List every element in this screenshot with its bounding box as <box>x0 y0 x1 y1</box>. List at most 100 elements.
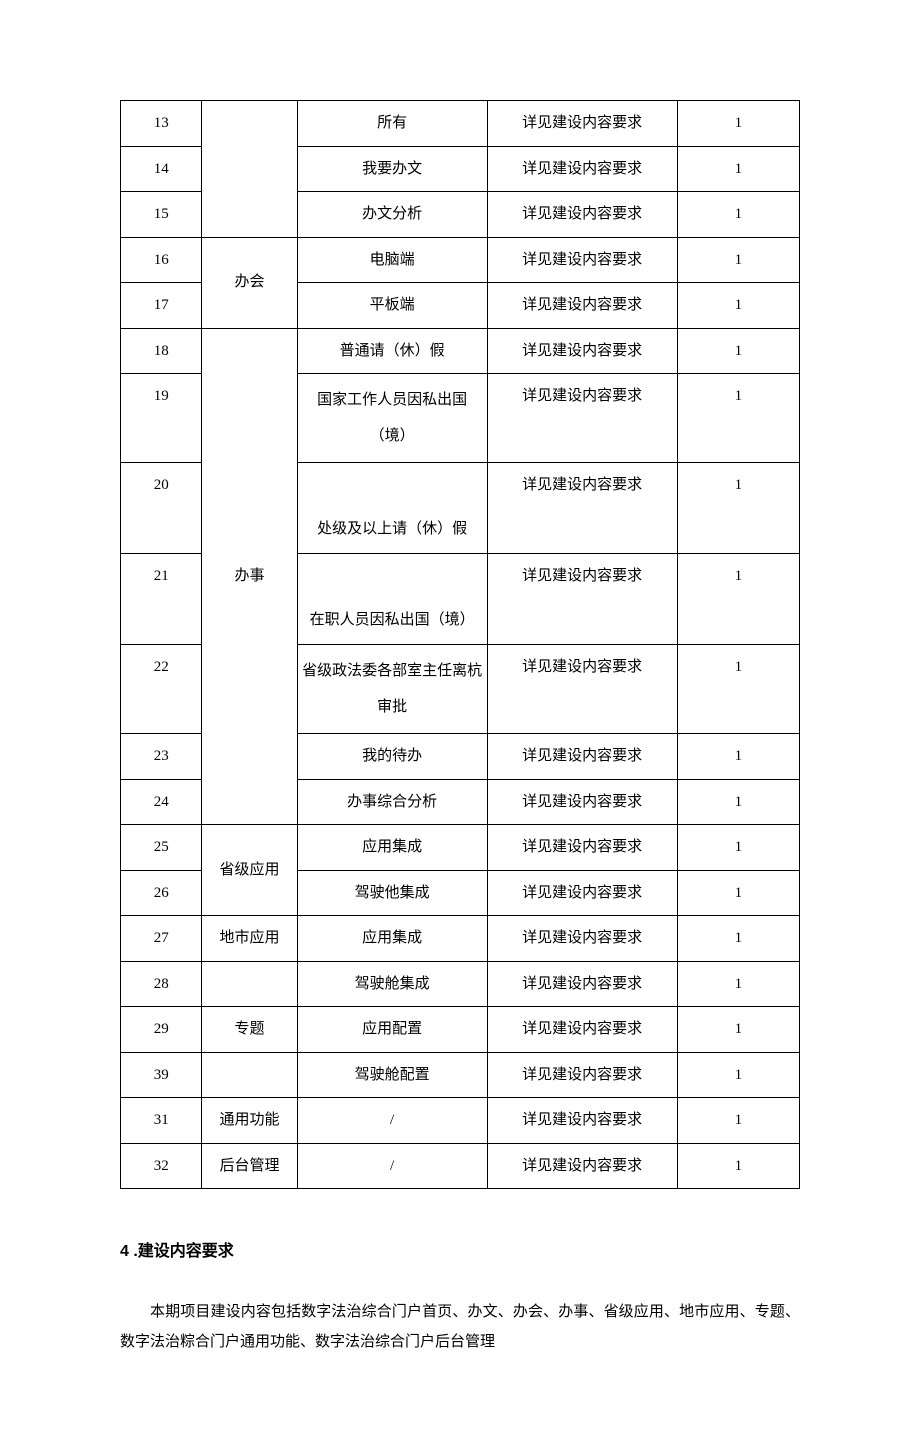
table-row: 28 驾驶舱集成 详见建设内容要求 1 <box>121 961 800 1007</box>
req-cell: 详见建设内容要求 <box>487 101 677 147</box>
req-cell: 详见建设内容要求 <box>487 146 677 192</box>
item-cell: 省级政法委各部室主任离杭审批 <box>297 645 487 734</box>
idx-cell: 24 <box>121 779 202 825</box>
item-cell: 在职人员因私出国（境） <box>297 554 487 645</box>
qty-cell: 1 <box>677 870 799 916</box>
category-cell-blank <box>202 961 297 1007</box>
item-cell: 普通请（休）假 <box>297 328 487 374</box>
item-cell: 办事综合分析 <box>297 779 487 825</box>
table-row: 27 地市应用 应用集成 详见建设内容要求 1 <box>121 916 800 962</box>
qty-cell: 1 <box>677 283 799 329</box>
item-cell: 我的待办 <box>297 734 487 780</box>
qty-cell: 1 <box>677 825 799 871</box>
document-page: 13 所有 详见建设内容要求 1 14 我要办文 详见建设内容要求 1 15 办… <box>0 0 920 1452</box>
idx-cell: 26 <box>121 870 202 916</box>
section-heading: 4 .建设内容要求 <box>120 1237 800 1261</box>
table-row: 39 驾驶舱配置 详见建设内容要求 1 <box>121 1052 800 1098</box>
req-cell: 详见建设内容要求 <box>487 328 677 374</box>
req-cell: 详见建设内容要求 <box>487 961 677 1007</box>
item-cell: 电脑端 <box>297 237 487 283</box>
req-cell: 详见建设内容要求 <box>487 1007 677 1053</box>
item-cell: 平板端 <box>297 283 487 329</box>
idx-cell: 31 <box>121 1098 202 1144</box>
table-row: 13 所有 详见建设内容要求 1 <box>121 101 800 147</box>
category-cell: 省级应用 <box>202 825 297 916</box>
idx-cell: 19 <box>121 374 202 463</box>
req-cell: 详见建设内容要求 <box>487 734 677 780</box>
category-cell: 通用功能 <box>202 1098 297 1144</box>
req-cell: 详见建设内容要求 <box>487 1098 677 1144</box>
category-cell: 后台管理 <box>202 1143 297 1189</box>
idx-cell: 27 <box>121 916 202 962</box>
qty-cell: 1 <box>677 554 799 645</box>
req-cell: 详见建设内容要求 <box>487 779 677 825</box>
idx-cell: 28 <box>121 961 202 1007</box>
qty-cell: 1 <box>677 101 799 147</box>
qty-cell: 1 <box>677 1143 799 1189</box>
idx-cell: 23 <box>121 734 202 780</box>
req-cell: 详见建设内容要求 <box>487 374 677 463</box>
requirements-table: 13 所有 详见建设内容要求 1 14 我要办文 详见建设内容要求 1 15 办… <box>120 100 800 1189</box>
qty-cell: 1 <box>677 1052 799 1098</box>
qty-cell: 1 <box>677 734 799 780</box>
item-cell: / <box>297 1098 487 1144</box>
req-cell: 详见建设内容要求 <box>487 825 677 871</box>
category-cell: 办事 <box>202 328 297 825</box>
item-cell: 驾驶他集成 <box>297 870 487 916</box>
qty-cell: 1 <box>677 237 799 283</box>
item-cell: 所有 <box>297 101 487 147</box>
req-cell: 详见建设内容要求 <box>487 1052 677 1098</box>
idx-cell: 25 <box>121 825 202 871</box>
qty-cell: 1 <box>677 146 799 192</box>
table-row: 29 专题 应用配置 详见建设内容要求 1 <box>121 1007 800 1053</box>
req-cell: 详见建设内容要求 <box>487 283 677 329</box>
idx-cell: 21 <box>121 554 202 645</box>
item-cell: 驾驶舱集成 <box>297 961 487 1007</box>
idx-cell: 17 <box>121 283 202 329</box>
qty-cell: 1 <box>677 1007 799 1053</box>
req-cell: 详见建设内容要求 <box>487 463 677 554</box>
qty-cell: 1 <box>677 779 799 825</box>
category-cell: 专题 <box>202 1007 297 1053</box>
idx-cell: 39 <box>121 1052 202 1098</box>
category-cell-blank <box>202 101 297 238</box>
req-cell: 详见建设内容要求 <box>487 237 677 283</box>
req-cell: 详见建设内容要求 <box>487 1143 677 1189</box>
item-cell: 国家工作人员因私出国（境） <box>297 374 487 463</box>
item-cell: 我要办文 <box>297 146 487 192</box>
body-paragraph: 本期项目建设内容包括数字法治综合门户首页、办文、办会、办事、省级应用、地市应用、… <box>120 1297 800 1357</box>
item-cell: 驾驶舱配置 <box>297 1052 487 1098</box>
idx-cell: 13 <box>121 101 202 147</box>
qty-cell: 1 <box>677 645 799 734</box>
item-cell: 处级及以上请（休）假 <box>297 463 487 554</box>
category-cell: 办会 <box>202 237 297 328</box>
category-cell-blank <box>202 1052 297 1098</box>
qty-cell: 1 <box>677 374 799 463</box>
category-cell: 地市应用 <box>202 916 297 962</box>
qty-cell: 1 <box>677 463 799 554</box>
qty-cell: 1 <box>677 916 799 962</box>
item-cell: / <box>297 1143 487 1189</box>
qty-cell: 1 <box>677 961 799 1007</box>
table-row: 16 办会 电脑端 详见建设内容要求 1 <box>121 237 800 283</box>
idx-cell: 16 <box>121 237 202 283</box>
req-cell: 详见建设内容要求 <box>487 192 677 238</box>
idx-cell: 22 <box>121 645 202 734</box>
idx-cell: 20 <box>121 463 202 554</box>
item-cell: 应用配置 <box>297 1007 487 1053</box>
idx-cell: 29 <box>121 1007 202 1053</box>
qty-cell: 1 <box>677 328 799 374</box>
req-cell: 详见建设内容要求 <box>487 916 677 962</box>
table-row: 18 办事 普通请（休）假 详见建设内容要求 1 <box>121 328 800 374</box>
table-row: 31 通用功能 / 详见建设内容要求 1 <box>121 1098 800 1144</box>
table-row: 32 后台管理 / 详见建设内容要求 1 <box>121 1143 800 1189</box>
table-row: 25 省级应用 应用集成 详见建设内容要求 1 <box>121 825 800 871</box>
idx-cell: 14 <box>121 146 202 192</box>
item-cell: 办文分析 <box>297 192 487 238</box>
req-cell: 详见建设内容要求 <box>487 645 677 734</box>
req-cell: 详见建设内容要求 <box>487 870 677 916</box>
item-cell: 应用集成 <box>297 916 487 962</box>
idx-cell: 32 <box>121 1143 202 1189</box>
qty-cell: 1 <box>677 192 799 238</box>
idx-cell: 18 <box>121 328 202 374</box>
